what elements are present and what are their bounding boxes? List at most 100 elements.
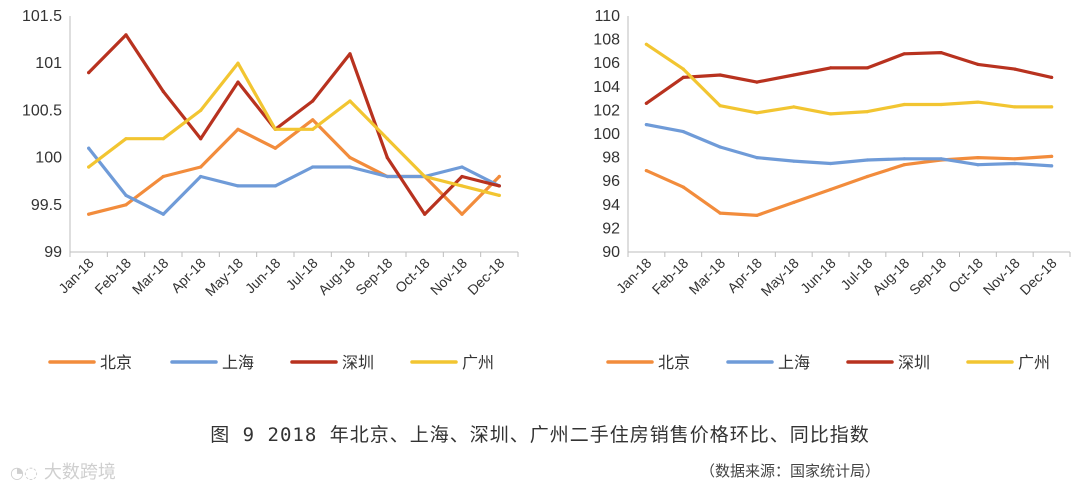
legend-label: 深圳 <box>342 353 374 372</box>
data-point <box>718 73 722 77</box>
data-point <box>124 137 128 141</box>
x-tick-label: Dec-18 <box>1016 255 1059 298</box>
data-point <box>236 127 240 131</box>
data-point <box>792 200 796 204</box>
data-point <box>423 212 427 216</box>
data-point <box>497 174 501 179</box>
data-point <box>199 137 203 141</box>
data-point <box>311 118 315 122</box>
data-point <box>199 174 203 179</box>
series-line-3 <box>87 33 501 216</box>
legend-label: 上海 <box>222 353 254 372</box>
data-point <box>236 80 240 84</box>
data-point <box>273 127 277 131</box>
data-point <box>865 158 870 162</box>
data-point <box>976 62 980 66</box>
data-source: （数据来源：国家统计局） <box>700 462 881 480</box>
data-point <box>902 52 906 56</box>
data-point <box>199 165 203 169</box>
data-point <box>161 89 165 94</box>
data-point <box>829 161 833 166</box>
data-point <box>460 184 464 188</box>
y-tick-label: 100 <box>35 150 62 167</box>
y-tick-label: 106 <box>593 55 620 72</box>
x-tick-label: Aug-18 <box>869 255 912 298</box>
data-point <box>460 165 464 169</box>
data-point <box>87 71 91 75</box>
series-line-4 <box>87 61 501 197</box>
data-point <box>865 110 870 114</box>
data-point <box>718 104 722 108</box>
data-point <box>792 105 796 109</box>
data-point <box>976 163 980 167</box>
data-point <box>460 212 464 216</box>
data-point <box>236 61 240 65</box>
series-line-1 <box>87 118 501 216</box>
y-tick-label: 104 <box>593 79 620 96</box>
legend-label: 北京 <box>100 353 132 372</box>
x-tick-label: Feb-18 <box>649 255 692 298</box>
y-tick-label: 100.5 <box>22 102 62 119</box>
y-tick-label: 92 <box>602 220 620 237</box>
data-point <box>385 156 389 160</box>
data-point <box>87 165 91 169</box>
data-point <box>273 184 277 188</box>
legend-label: 广州 <box>1018 353 1050 372</box>
data-point <box>497 193 501 197</box>
chart-1: 9999.5100100.5101101.5Jan-18Feb-18Mar-18… <box>22 8 519 372</box>
data-point <box>236 184 240 188</box>
series-line-2 <box>87 146 501 216</box>
y-tick-label: 102 <box>593 102 620 119</box>
y-tick-label: 98 <box>602 150 620 167</box>
legend-label: 广州 <box>462 353 494 372</box>
data-point <box>976 100 980 104</box>
data-point <box>644 169 649 173</box>
x-tick-label: Jun-18 <box>242 255 284 297</box>
data-point <box>644 101 649 105</box>
data-point <box>348 156 352 160</box>
y-tick-label: 108 <box>593 32 620 49</box>
watermark: ◔◌ 大数跨境 <box>10 458 116 484</box>
data-point <box>87 212 91 216</box>
data-point <box>348 99 352 103</box>
data-point <box>865 174 870 179</box>
series-line-1 <box>644 154 1054 217</box>
data-point <box>829 112 833 116</box>
y-tick-label: 90 <box>602 244 620 261</box>
data-point <box>311 165 315 169</box>
x-tick-label: Nov-18 <box>980 255 1023 298</box>
data-point <box>1050 164 1054 168</box>
series-line-2 <box>644 122 1054 168</box>
y-tick-label: 100 <box>593 126 620 143</box>
y-tick-label: 101.5 <box>22 8 62 25</box>
x-tick-label: Jun-18 <box>797 255 839 297</box>
data-point <box>161 212 165 216</box>
y-tick-label: 96 <box>602 173 620 190</box>
data-point <box>161 137 165 141</box>
data-point <box>385 174 389 179</box>
data-point <box>902 102 906 107</box>
data-point <box>199 108 203 112</box>
x-tick-label: Oct-18 <box>392 255 433 296</box>
data-point <box>718 145 722 149</box>
data-point <box>792 159 796 163</box>
data-point <box>644 42 649 46</box>
data-point <box>939 51 943 55</box>
y-tick-label: 99 <box>44 244 62 261</box>
data-point <box>311 99 315 103</box>
data-point <box>976 156 980 160</box>
series-line-4 <box>644 42 1054 116</box>
data-point <box>385 137 389 141</box>
data-point <box>829 187 833 192</box>
data-point <box>161 174 165 179</box>
data-point <box>497 184 501 188</box>
data-point <box>348 165 352 169</box>
data-point <box>755 111 759 115</box>
y-tick-label: 101 <box>35 55 62 72</box>
data-point <box>755 80 759 84</box>
data-point <box>124 203 128 207</box>
data-point <box>644 123 649 127</box>
data-point <box>124 193 128 197</box>
y-tick-label: 99.5 <box>31 197 62 214</box>
